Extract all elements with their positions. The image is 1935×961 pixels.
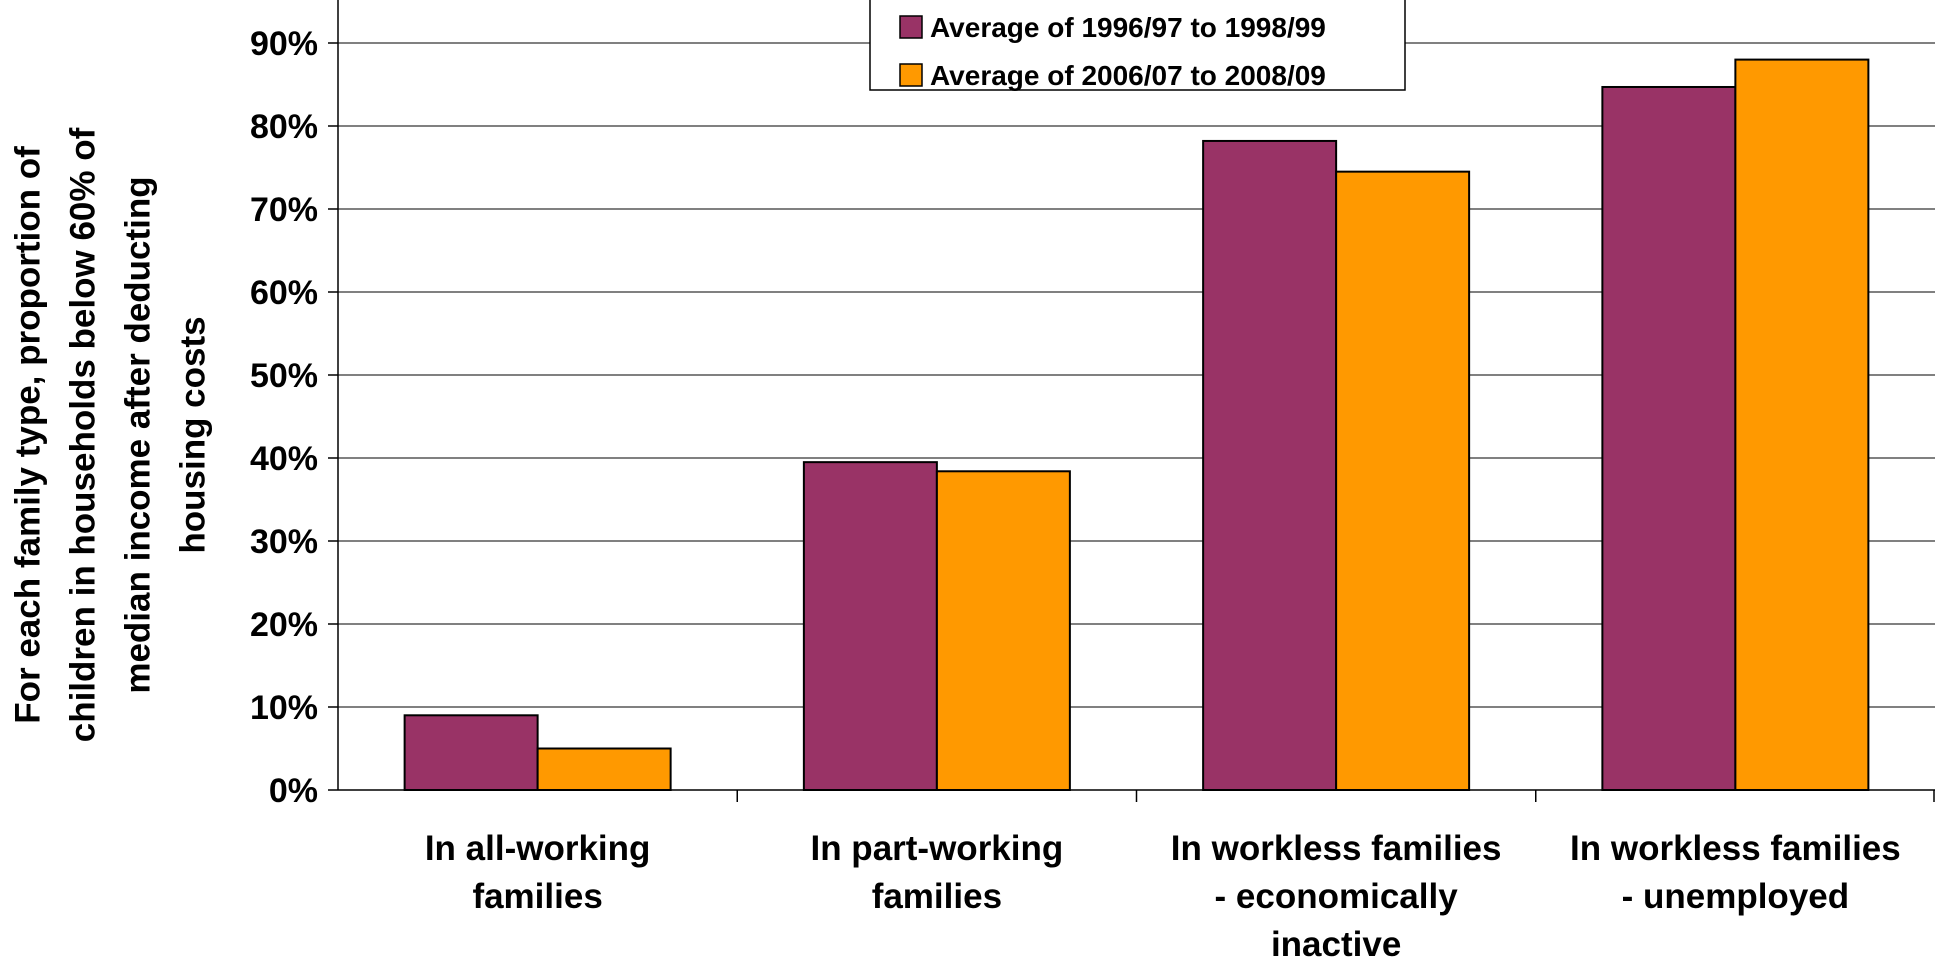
legend-swatch <box>899 63 923 87</box>
y-axis-label: For each family type, proportion of child… <box>9 127 213 742</box>
y-tick-label: 30% <box>250 523 318 561</box>
bars <box>403 58 1870 792</box>
y-tick-label: 50% <box>250 357 318 395</box>
legend-box <box>869 0 1406 91</box>
y-tick-label: 90% <box>250 25 318 63</box>
bar <box>802 461 938 791</box>
y-tick-label: 60% <box>250 274 318 312</box>
x-category-labels: In all-working families In part-working fam… <box>425 829 1901 961</box>
y-tick-labels: 0% 10% 20% 30% 40% 50% 60% 70% 80% 90% <box>250 25 318 810</box>
x-category-label: In workless families - economically inacti… <box>1171 829 1502 961</box>
bar <box>1202 139 1338 791</box>
bar <box>935 470 1071 791</box>
legend-swatch <box>899 15 923 39</box>
bar <box>1601 85 1737 792</box>
bar <box>1734 58 1870 792</box>
y-tick-label: 80% <box>250 108 318 146</box>
y-tick-label: 40% <box>250 440 318 478</box>
bar <box>536 747 672 791</box>
y-tick-label: 10% <box>250 689 318 727</box>
x-category-label: In all-working families <box>425 829 651 916</box>
x-category-label: In part-working families <box>810 829 1063 916</box>
x-category-label: In workless families - unemployed <box>1570 829 1901 916</box>
y-tick-label: 0% <box>269 772 318 810</box>
legend-label: Average of 1996/97 to 1998/99 <box>930 12 1326 43</box>
legend-label: Average of 2006/07 to 2008/09 <box>930 60 1326 91</box>
bar <box>403 714 539 791</box>
y-axis-title: For each family type, proportion of child… <box>9 127 213 742</box>
legend: Average of 1996/97 to 1998/99 Average of … <box>869 0 1406 91</box>
y-tick-label: 70% <box>250 191 318 229</box>
y-tick-label: 20% <box>250 606 318 644</box>
axes <box>328 0 1935 802</box>
bar <box>1335 170 1471 791</box>
